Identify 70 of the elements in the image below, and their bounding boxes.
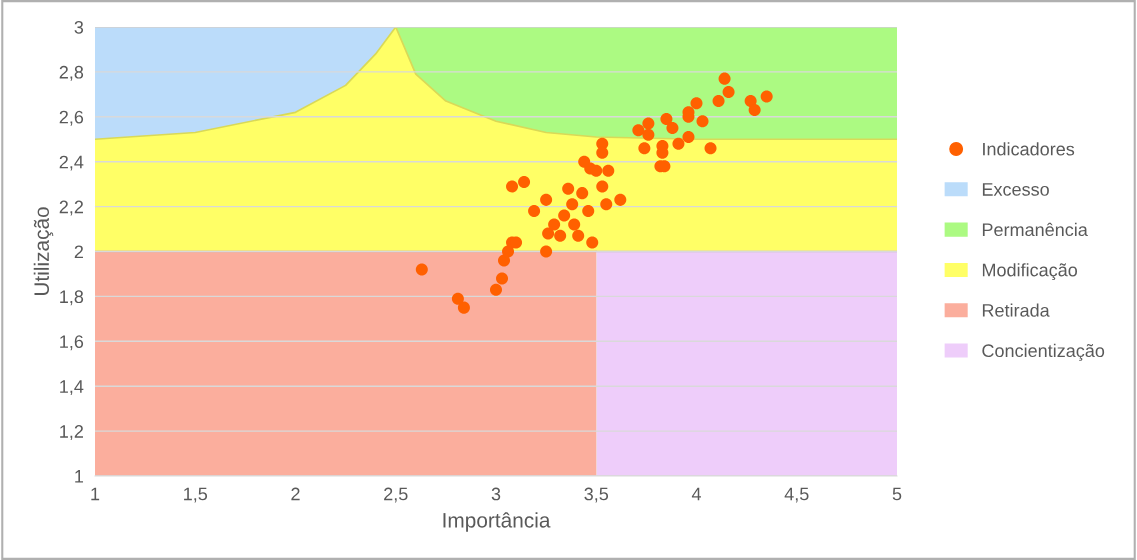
- y-tick-label: 1,8: [60, 290, 84, 306]
- x-tick-label: 5: [892, 487, 902, 501]
- y-axis-title: Utilização: [33, 207, 54, 296]
- point: [489, 283, 503, 296]
- point: [696, 115, 709, 128]
- point: [540, 193, 553, 206]
- point: [540, 245, 553, 258]
- x-tick-label: 1,5: [184, 487, 208, 503]
- y-tick-label: 2,4: [59, 155, 84, 171]
- x-tick-label: 3,5: [584, 487, 609, 503]
- legend-label: Concientização: [982, 343, 1105, 361]
- point: [415, 263, 428, 276]
- point: [602, 164, 615, 177]
- point: [566, 198, 579, 211]
- x-tick-label: 2,5: [384, 487, 408, 503]
- point: [748, 104, 761, 117]
- point: [496, 272, 509, 285]
- point: [712, 95, 725, 108]
- point: [632, 124, 645, 137]
- x-tick-label: 4,5: [784, 487, 809, 503]
- y-tick-label: 1,2: [60, 425, 83, 440]
- y-tick-label: 2,2: [59, 200, 83, 216]
- point: [672, 137, 685, 150]
- x-tick-label: 1: [91, 487, 100, 501]
- point: [576, 187, 589, 200]
- x-tick-label: 2: [291, 487, 300, 501]
- point: [718, 72, 731, 85]
- y-tick-label: 2,8: [59, 65, 84, 81]
- point: [542, 227, 555, 240]
- point: [558, 209, 571, 222]
- point: [528, 205, 541, 218]
- y-tick-label: 1: [75, 470, 84, 483]
- legend-label: Retirada: [982, 303, 1050, 317]
- point: [586, 236, 599, 249]
- legend-label: Indicadores: [983, 142, 1075, 156]
- point: [572, 229, 585, 242]
- point: [562, 182, 575, 195]
- y-tick-label: 1,6: [60, 335, 84, 351]
- point: [568, 218, 581, 231]
- point: [722, 86, 735, 99]
- point: [642, 128, 655, 141]
- y-tick-label: 2: [74, 245, 83, 259]
- x-tick-label: 4: [691, 487, 701, 501]
- point: [548, 218, 561, 231]
- point: [760, 90, 773, 103]
- point: [682, 130, 695, 144]
- point: [614, 193, 627, 206]
- point: [506, 180, 519, 193]
- point: [642, 117, 655, 130]
- legend-label: Excesso: [982, 183, 1049, 196]
- point: [600, 198, 613, 211]
- point: [582, 205, 595, 218]
- point: [590, 164, 603, 177]
- point: [666, 122, 679, 135]
- legend-label: Permanência: [982, 222, 1088, 237]
- x-axis-title: Importância: [443, 512, 551, 532]
- point: [660, 113, 673, 126]
- point: [704, 142, 717, 155]
- x-tick-label: 3: [491, 487, 501, 501]
- y-tick-label: 1,4: [60, 380, 84, 396]
- point: [518, 175, 531, 188]
- point: [690, 97, 703, 110]
- point: [554, 229, 567, 242]
- point: [451, 292, 464, 305]
- point: [638, 142, 651, 155]
- legend-label: Modificação: [982, 263, 1078, 281]
- y-tick-label: 2,6: [59, 110, 84, 126]
- point: [457, 301, 470, 314]
- point: [596, 180, 609, 193]
- y-tick-label: 3: [74, 20, 84, 34]
